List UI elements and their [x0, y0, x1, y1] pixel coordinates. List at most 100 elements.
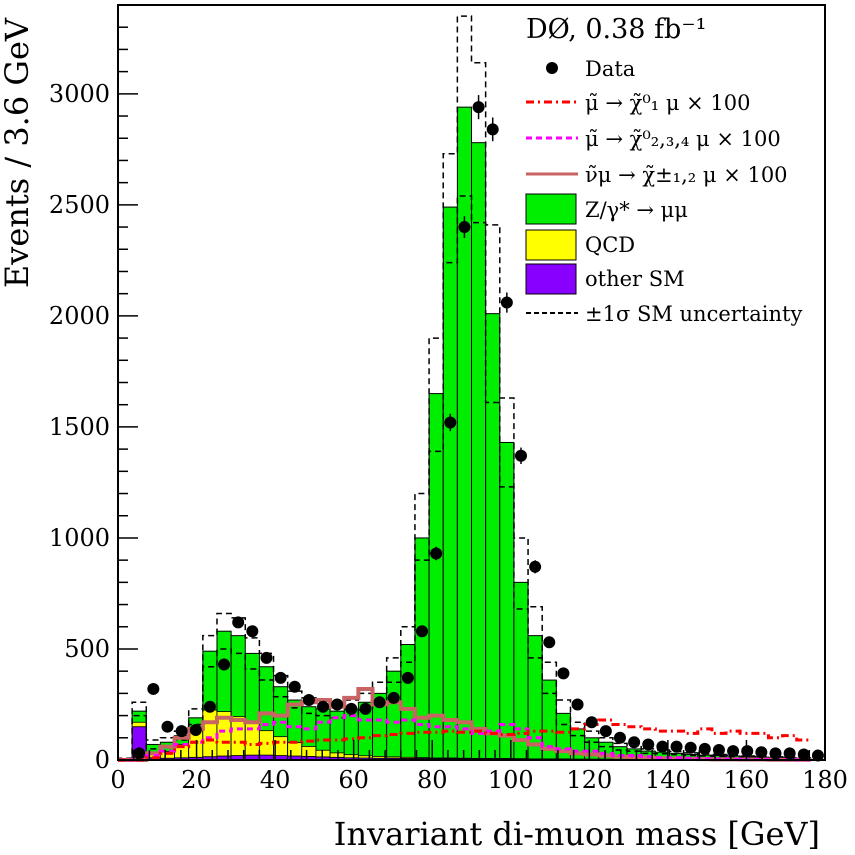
data-point [712, 744, 725, 757]
bar-zgamma [471, 142, 487, 761]
bar-zgamma [485, 313, 501, 761]
data-point [486, 123, 499, 136]
data-point [161, 720, 174, 733]
data-point [246, 625, 259, 638]
y-tick-label: 1500 [49, 413, 110, 441]
data-point [203, 700, 216, 713]
data-point [599, 725, 612, 738]
data-point [656, 740, 669, 753]
y-tick-label: 3000 [49, 80, 110, 108]
legend-label-neutralino234: μ̃ → χ̃⁰₂,₃,₄ μ × 100 [585, 127, 781, 151]
bar-zgamma [527, 635, 543, 761]
legend-swatch-zgamma [525, 193, 577, 225]
data-point [232, 616, 245, 629]
bar-qcd [301, 746, 317, 757]
x-tick-label: 60 [338, 766, 369, 794]
bar-qcd [400, 756, 416, 759]
legend-entry-data: Data [546, 57, 635, 81]
signal-neutralino1-line [118, 718, 811, 762]
data-point [571, 698, 584, 711]
x-tick-label: 80 [417, 766, 448, 794]
legend-entry-qcd: QCD [525, 229, 635, 261]
data-point [331, 698, 344, 711]
bar-zgamma [584, 737, 600, 761]
data-point [783, 747, 796, 760]
data-point [175, 725, 188, 738]
data-point [302, 694, 315, 707]
bar-zgamma [428, 393, 444, 761]
legend-entry-sneutrino: ν̃μ → χ̃±₁,₂ μ × 100 [526, 163, 788, 187]
legend-entry-neutralino1: μ̃ → χ̃⁰₁ μ × 100 [526, 91, 751, 115]
y-axis-title: Events / 3.6 GeV [0, 17, 36, 288]
x-tick-label: 100 [488, 766, 534, 794]
x-tick-label: 160 [724, 766, 770, 794]
data-point [514, 449, 527, 462]
legend-entry-uncertainty: ±1σ SM uncertainty [526, 302, 802, 326]
signal-neutralino234-line [118, 714, 811, 762]
data-point [741, 745, 754, 758]
data-point [698, 742, 711, 755]
bar-qcd [386, 756, 402, 759]
data-point [444, 416, 457, 429]
data-point [458, 221, 471, 234]
y-tick-label: 500 [64, 635, 110, 663]
x-axis-title: Invariant di-muon mass [GeV] [334, 815, 820, 853]
data-point [628, 736, 641, 749]
y-tick-label: 1000 [49, 524, 110, 552]
data-point [373, 696, 386, 709]
data-point [755, 746, 768, 759]
data-point [727, 745, 740, 758]
data-point [430, 547, 443, 560]
x-tick-label: 40 [260, 766, 291, 794]
legend-label-zgamma: Z/γ* → μμ [585, 198, 688, 222]
data-point [359, 702, 372, 715]
data-point [147, 682, 160, 695]
data-point [684, 741, 697, 754]
data-point [585, 716, 598, 729]
data-point [401, 671, 414, 684]
data-point [769, 747, 782, 760]
bar-qcd [343, 754, 359, 759]
bar-qcd [357, 755, 373, 759]
bar-qcd [315, 749, 331, 758]
legend-entry-zgamma: Z/γ* → μμ [525, 193, 688, 225]
bar-zgamma [499, 441, 515, 761]
data-point [274, 671, 287, 684]
chart-title: DØ, 0.38 fb⁻¹ [526, 14, 706, 45]
data-point [529, 560, 542, 573]
bar-qcd [131, 721, 147, 728]
y-tick-label: 2000 [49, 302, 110, 330]
x-tick-label: 120 [566, 766, 612, 794]
data-point [189, 724, 202, 737]
data-point [345, 702, 358, 715]
legend: Data μ̃ → χ̃⁰₁ μ × 100 μ̃ → χ̃⁰₂,₃,₄ μ ×… [525, 57, 802, 326]
bar-zgamma [442, 206, 458, 761]
y-tick-label: 2500 [49, 191, 110, 219]
legend-swatch-qcd [525, 229, 577, 261]
legend-marker-data [546, 62, 558, 74]
data-point [500, 296, 513, 309]
data-point [218, 658, 231, 671]
bar-qcd [287, 742, 303, 757]
legend-label-other-sm: other SM [585, 267, 685, 291]
y-tick-label: 0 [95, 746, 110, 774]
data-point [642, 738, 655, 751]
legend-label-neutralino1: μ̃ → χ̃⁰₁ μ × 100 [585, 91, 751, 115]
x-tick-label: 180 [802, 766, 848, 794]
bar-qcd [428, 757, 444, 760]
data-point [797, 748, 810, 761]
axes: 0 20 40 60 80 100 120 140 160 180 0 500 1000 1500 2000… [49, 4, 848, 794]
bar-qcd [442, 757, 458, 760]
x-tick-label: 140 [645, 766, 691, 794]
bar-qcd [230, 716, 246, 756]
bar-qcd [202, 709, 218, 758]
data-point [260, 651, 273, 664]
data-point [543, 636, 556, 649]
bar-zgamma [414, 537, 430, 761]
x-tick-label: 20 [181, 766, 212, 794]
data-point [613, 731, 626, 744]
x-tick-label: 0 [110, 766, 125, 794]
bar-zgamma [386, 670, 402, 761]
bar-zgamma [456, 106, 472, 761]
